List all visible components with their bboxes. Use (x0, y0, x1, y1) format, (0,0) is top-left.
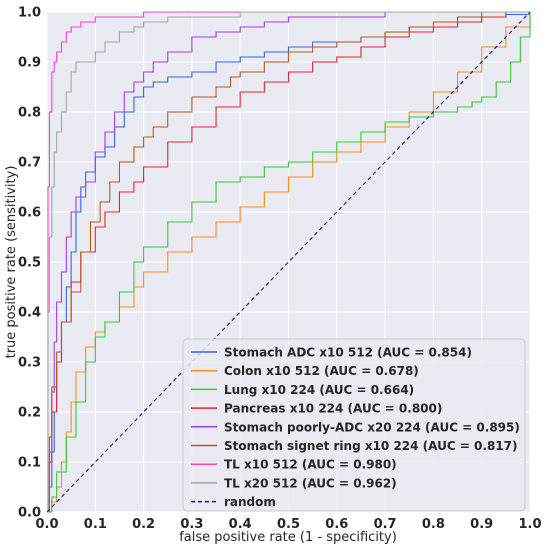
legend-entry: Pancreas x10 224 (AUC = 0.800) (224, 402, 442, 416)
roc-curves (46, 11, 531, 513)
legend-entry: TL x10 512 (AUC = 0.980) (224, 458, 397, 472)
x-tick-label: 0.8 (422, 517, 445, 532)
legend-entry: Stomach signet ring x10 224 (AUC = 0.817… (224, 439, 518, 453)
x-tick-label: 0.3 (180, 517, 203, 532)
roc-curve-4 (47, 11, 530, 513)
x-tick-label: 0.7 (374, 517, 397, 532)
legend-entry: Lung x10 224 (AUC = 0.664) (224, 383, 414, 397)
y-tick-label: 0.8 (18, 106, 41, 121)
x-tick-labels: 0.0 0.1 0.2 0.3 0.4 0.5 0.6 0.7 0.8 0.9 1.0 (35, 517, 541, 532)
y-tick-label: 0.5 (18, 256, 41, 271)
x-tick-label: 0.1 (84, 517, 107, 532)
y-tick-label: 0.9 (18, 56, 41, 71)
legend-entry: Colon x10 512 (AUC = 0.678) (224, 364, 419, 378)
roc-curve-6 (47, 11, 530, 513)
legend-box (182, 338, 526, 512)
y-tick-label: 0.2 (18, 406, 41, 421)
roc-curve-5 (47, 11, 530, 513)
y-tick-label: 0.4 (18, 306, 41, 321)
roc-curve-2 (47, 12, 531, 513)
y-tick-label: 0.7 (18, 156, 41, 171)
legend-entry: random (224, 495, 276, 509)
roc-curve-8 (46, 11, 531, 513)
roc-curve-1 (47, 12, 531, 513)
y-tick-label: 0.0 (18, 506, 41, 521)
legend-entry: Stomach ADC x10 512 (AUC = 0.854) (224, 346, 472, 360)
y-tick-label: 0.3 (18, 356, 41, 371)
x-tick-label: 0.2 (132, 517, 155, 532)
x-tick-label: 0.4 (229, 517, 252, 532)
x-tick-label: 0.5 (277, 517, 300, 532)
y-tick-label: 0.6 (18, 206, 41, 221)
x-tick-label: 0.6 (325, 517, 348, 532)
y-axis-label: true positive rate (sensitivity) (4, 166, 19, 359)
y-tick-label: 1.0 (18, 6, 41, 21)
legend: Stomach ADC x10 512 (AUC = 0.854) Colon x… (182, 338, 526, 512)
legend-entry: TL x20 512 (AUC = 0.962) (224, 476, 397, 490)
x-tick-label: 0.0 (35, 517, 58, 532)
x-axis-label: false positive rate (1 - specificity) (179, 530, 397, 545)
y-tick-labels: 0.0 0.1 0.2 0.3 0.4 0.5 0.6 0.7 0.8 0.9 1.0 (18, 6, 41, 521)
roc-curve-7 (47, 11, 530, 513)
x-tick-label: 1.0 (518, 517, 541, 532)
x-tick-label: 0.9 (470, 517, 493, 532)
legend-entry: Stomach poorly-ADC x20 224 (AUC = 0.895) (224, 420, 520, 434)
y-tick-label: 0.1 (18, 456, 41, 471)
